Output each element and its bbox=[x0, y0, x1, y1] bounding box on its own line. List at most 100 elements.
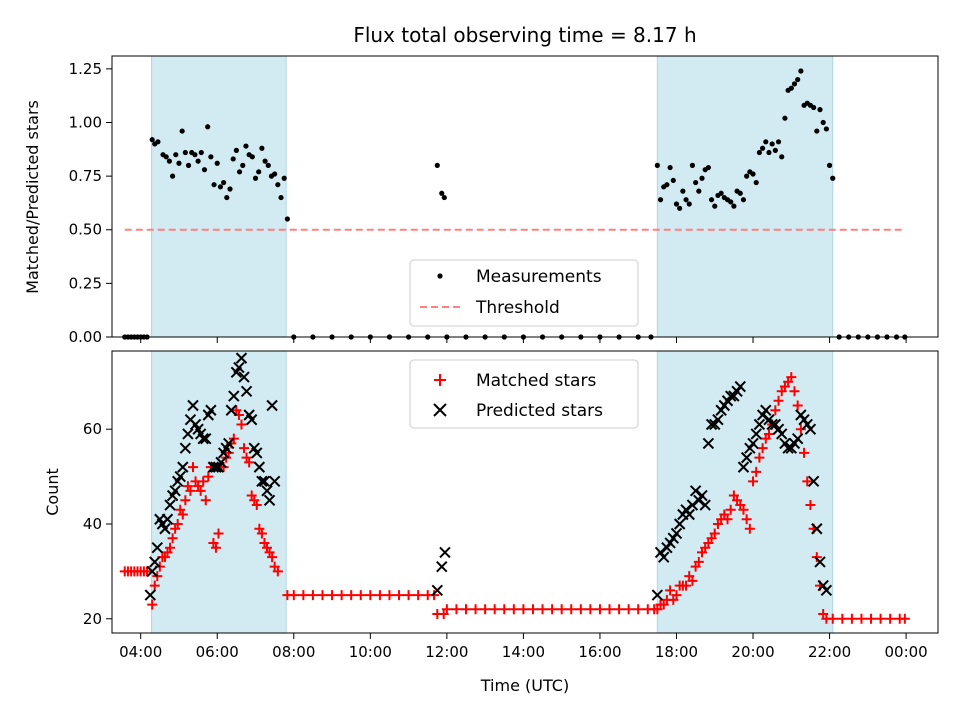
x-tick-label-9: 22:00 bbox=[808, 643, 851, 661]
bottom-predicted-stars-point-33 bbox=[228, 390, 240, 402]
bottom-matched-stars-point-96 bbox=[623, 604, 634, 615]
bottom-observing-window-2 bbox=[656, 350, 834, 634]
bottom-panel: 20 40 60 04:00 06:00 08:00 10:00 12:00 14:00 16:… bbox=[43, 350, 939, 695]
bottom-matched-stars-point-145 bbox=[795, 424, 806, 435]
bottom-matched-stars-point-82 bbox=[489, 604, 500, 615]
top-measurements-point-124 bbox=[814, 128, 820, 134]
bottom-predicted-stars-point-7 bbox=[161, 513, 174, 525]
bottom-matched-stars-point-90 bbox=[566, 604, 577, 615]
bottom-predicted-stars-point-49 bbox=[268, 475, 281, 488]
top-measurements-point-86 bbox=[693, 179, 699, 186]
top-measurements-point-129 bbox=[830, 175, 836, 181]
top-measurements-point-98 bbox=[731, 203, 737, 209]
top-measurements-point-102 bbox=[744, 173, 750, 179]
bottom-matched-stars-point-95 bbox=[614, 604, 625, 615]
x-tick-label-0: 04:00 bbox=[119, 643, 162, 661]
top-measurements-point-18 bbox=[182, 149, 188, 156]
legend-marker-predicted bbox=[433, 403, 447, 417]
bottom-matched-stars-point-130 bbox=[748, 476, 759, 487]
top-y-tick-label-3: 0.75 bbox=[69, 167, 102, 185]
top-measurements-point-116 bbox=[788, 85, 794, 91]
legend-label-measurements: Measurements bbox=[476, 267, 602, 287]
top-measurements-point-87 bbox=[696, 188, 702, 194]
bottom-matched-stars-point-71 bbox=[403, 590, 414, 601]
bottom-matched-stars-point-143 bbox=[789, 386, 800, 397]
top-measurements-point-41 bbox=[256, 169, 262, 175]
bottom-matched-stars-point-159 bbox=[875, 613, 886, 624]
bottom-matched-stars-point-43 bbox=[236, 419, 247, 430]
top-measurements-point-39 bbox=[249, 154, 255, 160]
top-measurements-point-77 bbox=[664, 182, 670, 188]
top-measurements-point-13 bbox=[166, 158, 173, 164]
bottom-matched-stars-point-94 bbox=[604, 604, 615, 615]
bottom-matched-stars-point-109 bbox=[681, 580, 692, 591]
top-y-tick-label-2: 0.50 bbox=[69, 221, 102, 239]
top-measurements-point-126 bbox=[820, 119, 826, 126]
bottom-matched-stars-point-33 bbox=[210, 542, 221, 553]
top-measurements-point-48 bbox=[278, 194, 284, 201]
top-measurements-point-114 bbox=[782, 115, 788, 121]
top-measurements-point-85 bbox=[689, 162, 696, 168]
bottom-predicted-stars-point-68 bbox=[699, 499, 711, 511]
bottom-matched-stars-point-146 bbox=[799, 447, 810, 458]
bottom-matched-stars-point-89 bbox=[556, 604, 567, 615]
x-tick-label-7: 18:00 bbox=[655, 643, 698, 661]
top-measurements-point-104 bbox=[750, 171, 756, 177]
top-measurements-point-30 bbox=[221, 179, 227, 186]
bottom-predicted-stars-point-97 bbox=[791, 432, 804, 445]
bottom-predicted-stars-point-21 bbox=[197, 432, 209, 445]
bottom-matched-stars-point-9 bbox=[149, 580, 160, 591]
bottom-matched-stars-point-85 bbox=[518, 604, 529, 615]
bottom-predicted-stars-point-3 bbox=[151, 541, 163, 554]
bottom-predicted-stars-point-94 bbox=[782, 442, 794, 454]
top-x-ticks bbox=[140, 337, 907, 343]
chart-title: Flux total observing time = 8.17 h bbox=[353, 23, 696, 47]
bottom-predicted-stars-point-42 bbox=[251, 447, 263, 459]
top-measurements-point-128 bbox=[826, 162, 833, 168]
top-measurements-point-36 bbox=[240, 162, 246, 168]
bottom-matched-stars-point-65 bbox=[346, 590, 357, 601]
bottom-matched-stars-point-51 bbox=[256, 528, 267, 539]
bottom-legend: Matched stars Predicted stars bbox=[409, 359, 639, 429]
top-measurements-point-78 bbox=[667, 164, 673, 171]
top-measurements-point-81 bbox=[677, 205, 683, 211]
bottom-predicted-stars-point-40 bbox=[245, 414, 258, 426]
top-measurements-point-74 bbox=[654, 162, 660, 168]
bottom-matched-stars-point-118 bbox=[709, 528, 720, 539]
bottom-matched-stars-point-158 bbox=[866, 613, 877, 624]
bottom-matched-stars-point-129 bbox=[744, 523, 755, 534]
top-measurements-point-43 bbox=[262, 158, 268, 164]
top-measurements-point-25 bbox=[205, 124, 211, 130]
bottom-predicted-stars-point-76 bbox=[724, 390, 737, 402]
bottom-matched-stars-point-20 bbox=[177, 509, 188, 520]
top-measurements-point-84 bbox=[686, 201, 692, 207]
top-y-tick-label-0: 0.00 bbox=[69, 328, 102, 346]
top-measurements-point-34 bbox=[233, 147, 239, 153]
bottom-matched-stars-point-111 bbox=[687, 575, 698, 586]
top-panel: 0.00 0.25 0.50 0.75 1.00 1.25 Matched/Predict… bbox=[23, 55, 939, 346]
top-measurements-point-75 bbox=[657, 197, 664, 203]
bottom-predicted-stars-point-50 bbox=[431, 584, 444, 597]
bottom-predicted-stars-point-1 bbox=[146, 565, 158, 578]
bottom-predicted-stars-point-0 bbox=[144, 589, 156, 601]
top-measurements-point-24 bbox=[201, 167, 208, 173]
top-observing-window-2 bbox=[656, 55, 834, 338]
top-measurements-point-125 bbox=[817, 107, 823, 113]
top-measurements-point-61 bbox=[441, 194, 447, 201]
legend-marker-matched bbox=[434, 374, 446, 386]
bottom-matched-stars-point-24 bbox=[188, 462, 199, 473]
bottom-matched-stars-point-137 bbox=[770, 405, 781, 416]
top-measurements-point-83 bbox=[683, 197, 689, 203]
bottom-y-axis-label: Count bbox=[43, 468, 62, 516]
bottom-matched-stars-point-69 bbox=[384, 590, 395, 601]
x-tick-label-1: 06:00 bbox=[196, 643, 239, 661]
bottom-predicted-stars-point-8 bbox=[164, 499, 176, 511]
bottom-predicted-stars-point-17 bbox=[187, 399, 199, 412]
bottom-predicted-stars-point-52 bbox=[439, 546, 451, 559]
legend-marker-measurements bbox=[437, 273, 443, 279]
bottom-series-layer bbox=[119, 352, 910, 624]
top-measurements-point-118 bbox=[795, 76, 801, 83]
bottom-matched-stars-point-162 bbox=[899, 613, 910, 624]
bottom-predicted-stars-point-14 bbox=[179, 442, 192, 454]
bottom-matched-stars-point-83 bbox=[499, 604, 510, 615]
